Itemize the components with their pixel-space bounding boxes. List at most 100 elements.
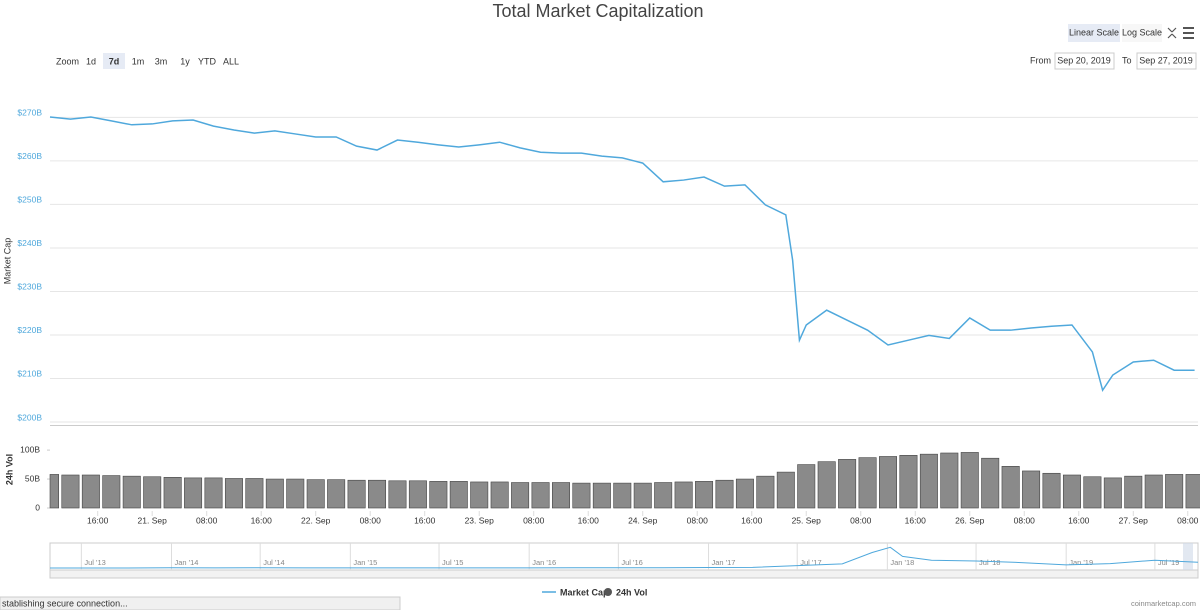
volume-bar [449, 481, 468, 509]
volume-bar [490, 481, 509, 509]
volume-bar [940, 452, 959, 509]
volume-bar [429, 481, 448, 509]
volume-bar [960, 452, 979, 509]
volume-bar [715, 479, 734, 509]
navigator-tick-label: Jan '15 [353, 558, 377, 567]
x-tick-label: 08:00 [523, 515, 545, 525]
log-scale-button[interactable] [1122, 24, 1162, 42]
to-label: To [1122, 55, 1132, 65]
y-tick-label: 100B [20, 444, 40, 454]
volume-bar [899, 455, 918, 509]
y-tick-label: $270B [17, 108, 42, 118]
volume-bar [879, 456, 897, 509]
zoom-button-label[interactable]: 1y [180, 56, 190, 66]
volume-bar [388, 480, 407, 509]
y-tick-label: $260B [17, 151, 42, 161]
y-tick-label: $240B [17, 238, 42, 248]
x-tick-label: 16:00 [1068, 515, 1090, 525]
volume-bar [572, 482, 591, 509]
volume-bar [81, 474, 100, 509]
volume-bar [1124, 475, 1143, 509]
volume-bar [347, 479, 366, 509]
y-axis-title: 24h Vol [4, 454, 14, 485]
legend-symbol [604, 588, 612, 596]
volume-bar [224, 478, 243, 509]
navigator-tick-label: Jan '16 [532, 558, 556, 567]
legend-label[interactable]: Market Cap [560, 587, 609, 597]
navigator-tick-label: Jan '17 [712, 558, 736, 567]
volume-bar [674, 481, 693, 509]
navigator-tick-label: Jan '14 [175, 558, 199, 567]
from-input[interactable] [1054, 52, 1115, 70]
to-date[interactable]: Sep 27, 2019 [1139, 55, 1193, 65]
volume-bar [1083, 476, 1102, 509]
volume-bar [981, 457, 1000, 509]
y-axis-title: Market Cap [2, 238, 12, 285]
x-tick-label: 23. Sep [465, 515, 495, 525]
y-tick-label: $250B [17, 195, 42, 205]
y-tick-label: $230B [17, 282, 42, 292]
navigator-window[interactable] [1183, 543, 1193, 570]
x-tick-label: 08:00 [1177, 515, 1199, 525]
volume-bar [245, 478, 264, 509]
volume-bar [838, 459, 857, 509]
zoom-button-label[interactable]: 3m [155, 56, 168, 66]
status-bar [0, 596, 401, 610]
x-tick-label: 27. Sep [1119, 515, 1149, 525]
x-tick-label: 16:00 [578, 515, 600, 525]
zoom-button-label[interactable]: YTD [198, 56, 217, 66]
zoom-button-label[interactable]: 7d [109, 56, 120, 66]
volume-bar [776, 471, 795, 509]
fullscreen-icon[interactable] [1167, 27, 1177, 39]
log-scale-label[interactable]: Log Scale [1122, 27, 1162, 37]
linear-scale-label[interactable]: Linear Scale [1069, 27, 1119, 37]
zoom-button-label[interactable]: 1d [86, 56, 96, 66]
volume-bar [143, 476, 162, 509]
zoom-label: Zoom [56, 56, 79, 66]
status-text: stablishing secure connection... [2, 598, 128, 608]
volume-bar [511, 482, 530, 509]
volume-bar [265, 478, 284, 509]
y-tick-label: $200B [17, 412, 42, 422]
volume-bar [327, 479, 346, 509]
volume-bar [919, 453, 938, 509]
chart-title: Total Market Capitalization [492, 1, 703, 21]
navigator-tick-label: Jan '18 [890, 558, 914, 567]
y-tick-label: 50B [25, 473, 40, 483]
navigator-tick-label: Jul '19 [1158, 558, 1179, 567]
y-tick-label: $220B [17, 325, 42, 335]
zoom-button-label[interactable]: ALL [223, 56, 239, 66]
x-tick-label: 26. Sep [955, 515, 985, 525]
credit: coinmarketcap.com [1131, 599, 1196, 608]
volume-bar [286, 478, 305, 509]
y-tick-label: $210B [17, 369, 42, 379]
volume-bar [1001, 466, 1020, 509]
legend-label[interactable]: 24h Vol [616, 587, 647, 597]
y-tick-label: 0 [35, 502, 40, 512]
volume-bar [1042, 472, 1061, 509]
volume-bar [654, 482, 673, 509]
menu-icon[interactable] [1183, 27, 1194, 39]
x-tick-label: 25. Sep [792, 515, 822, 525]
volume-bar [470, 481, 489, 509]
navigator-tick-label: Jul '16 [621, 558, 642, 567]
linear-scale-button[interactable] [1068, 24, 1120, 42]
from-date[interactable]: Sep 20, 2019 [1057, 55, 1111, 65]
x-tick-label: 16:00 [414, 515, 436, 525]
navigator-tick-label: Jul '14 [263, 558, 284, 567]
from-label: From [1030, 55, 1051, 65]
zoom-button[interactable] [103, 53, 125, 69]
market-cap-line [49, 116, 1195, 393]
volume-bar [368, 479, 387, 509]
x-tick-label: 22. Sep [301, 515, 331, 525]
navigator-scrollbar[interactable] [49, 569, 1199, 579]
x-tick-label: 08:00 [850, 515, 872, 525]
zoom-button-label[interactable]: 1m [132, 56, 145, 66]
x-tick-label: 16:00 [905, 515, 927, 525]
to-input[interactable] [1136, 52, 1197, 70]
volume-bar [592, 482, 611, 509]
volume-bar [408, 480, 427, 509]
volume-bar [735, 478, 754, 509]
x-tick-label: 16:00 [741, 515, 763, 525]
